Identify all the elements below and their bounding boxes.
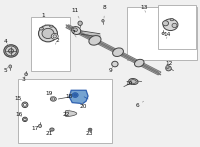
Text: 5: 5 [4, 66, 9, 73]
Text: 11: 11 [72, 8, 79, 18]
Ellipse shape [52, 98, 55, 100]
Ellipse shape [42, 28, 54, 39]
Ellipse shape [112, 61, 118, 67]
Ellipse shape [130, 80, 136, 83]
Ellipse shape [50, 97, 56, 101]
Ellipse shape [162, 32, 164, 35]
Text: 15: 15 [15, 96, 22, 101]
Ellipse shape [38, 124, 42, 127]
Ellipse shape [89, 129, 91, 130]
Text: 7: 7 [71, 30, 76, 37]
Ellipse shape [72, 93, 78, 97]
Ellipse shape [163, 19, 178, 31]
Text: 17: 17 [32, 126, 39, 131]
Ellipse shape [23, 117, 27, 122]
Polygon shape [69, 90, 88, 104]
Ellipse shape [5, 46, 17, 56]
Text: 22: 22 [62, 110, 70, 117]
Ellipse shape [78, 21, 82, 25]
Ellipse shape [25, 73, 28, 76]
Ellipse shape [4, 45, 18, 57]
Text: 21: 21 [46, 129, 53, 136]
Bar [31, 17, 70, 71]
Ellipse shape [163, 21, 169, 26]
Text: 14: 14 [164, 32, 171, 39]
Text: 3: 3 [22, 75, 26, 82]
Ellipse shape [51, 34, 58, 39]
Ellipse shape [23, 103, 26, 106]
Ellipse shape [53, 35, 57, 38]
Text: 4: 4 [4, 39, 9, 46]
Text: 2: 2 [55, 37, 59, 44]
Text: 18: 18 [66, 92, 73, 99]
Ellipse shape [9, 65, 12, 68]
Ellipse shape [129, 78, 138, 85]
Text: 6: 6 [136, 101, 144, 108]
Ellipse shape [113, 48, 123, 56]
Text: 8: 8 [103, 5, 107, 18]
Bar [18, 79, 112, 143]
Ellipse shape [170, 19, 174, 21]
Polygon shape [66, 25, 161, 75]
Text: 16: 16 [15, 112, 22, 117]
Ellipse shape [102, 20, 104, 22]
Text: 12: 12 [166, 61, 173, 68]
Ellipse shape [88, 128, 92, 131]
Ellipse shape [39, 27, 44, 30]
Ellipse shape [9, 49, 14, 53]
Text: 20: 20 [79, 103, 87, 110]
Text: 23: 23 [85, 129, 93, 136]
Bar [158, 5, 196, 49]
Text: 13: 13 [140, 5, 147, 12]
Ellipse shape [24, 118, 26, 121]
Ellipse shape [39, 25, 57, 42]
Ellipse shape [50, 128, 54, 131]
Ellipse shape [74, 94, 77, 96]
Ellipse shape [172, 23, 177, 28]
Bar [127, 6, 197, 60]
Polygon shape [65, 111, 77, 116]
Text: 10: 10 [125, 79, 132, 86]
Text: 9: 9 [109, 66, 113, 73]
Ellipse shape [50, 25, 53, 27]
Ellipse shape [89, 36, 101, 45]
Ellipse shape [73, 28, 77, 32]
Ellipse shape [166, 66, 169, 68]
Ellipse shape [72, 27, 81, 35]
Ellipse shape [166, 66, 171, 71]
Ellipse shape [51, 129, 53, 130]
Ellipse shape [22, 102, 28, 108]
Ellipse shape [135, 59, 144, 67]
Text: 1: 1 [42, 14, 45, 25]
Text: 19: 19 [46, 91, 53, 98]
